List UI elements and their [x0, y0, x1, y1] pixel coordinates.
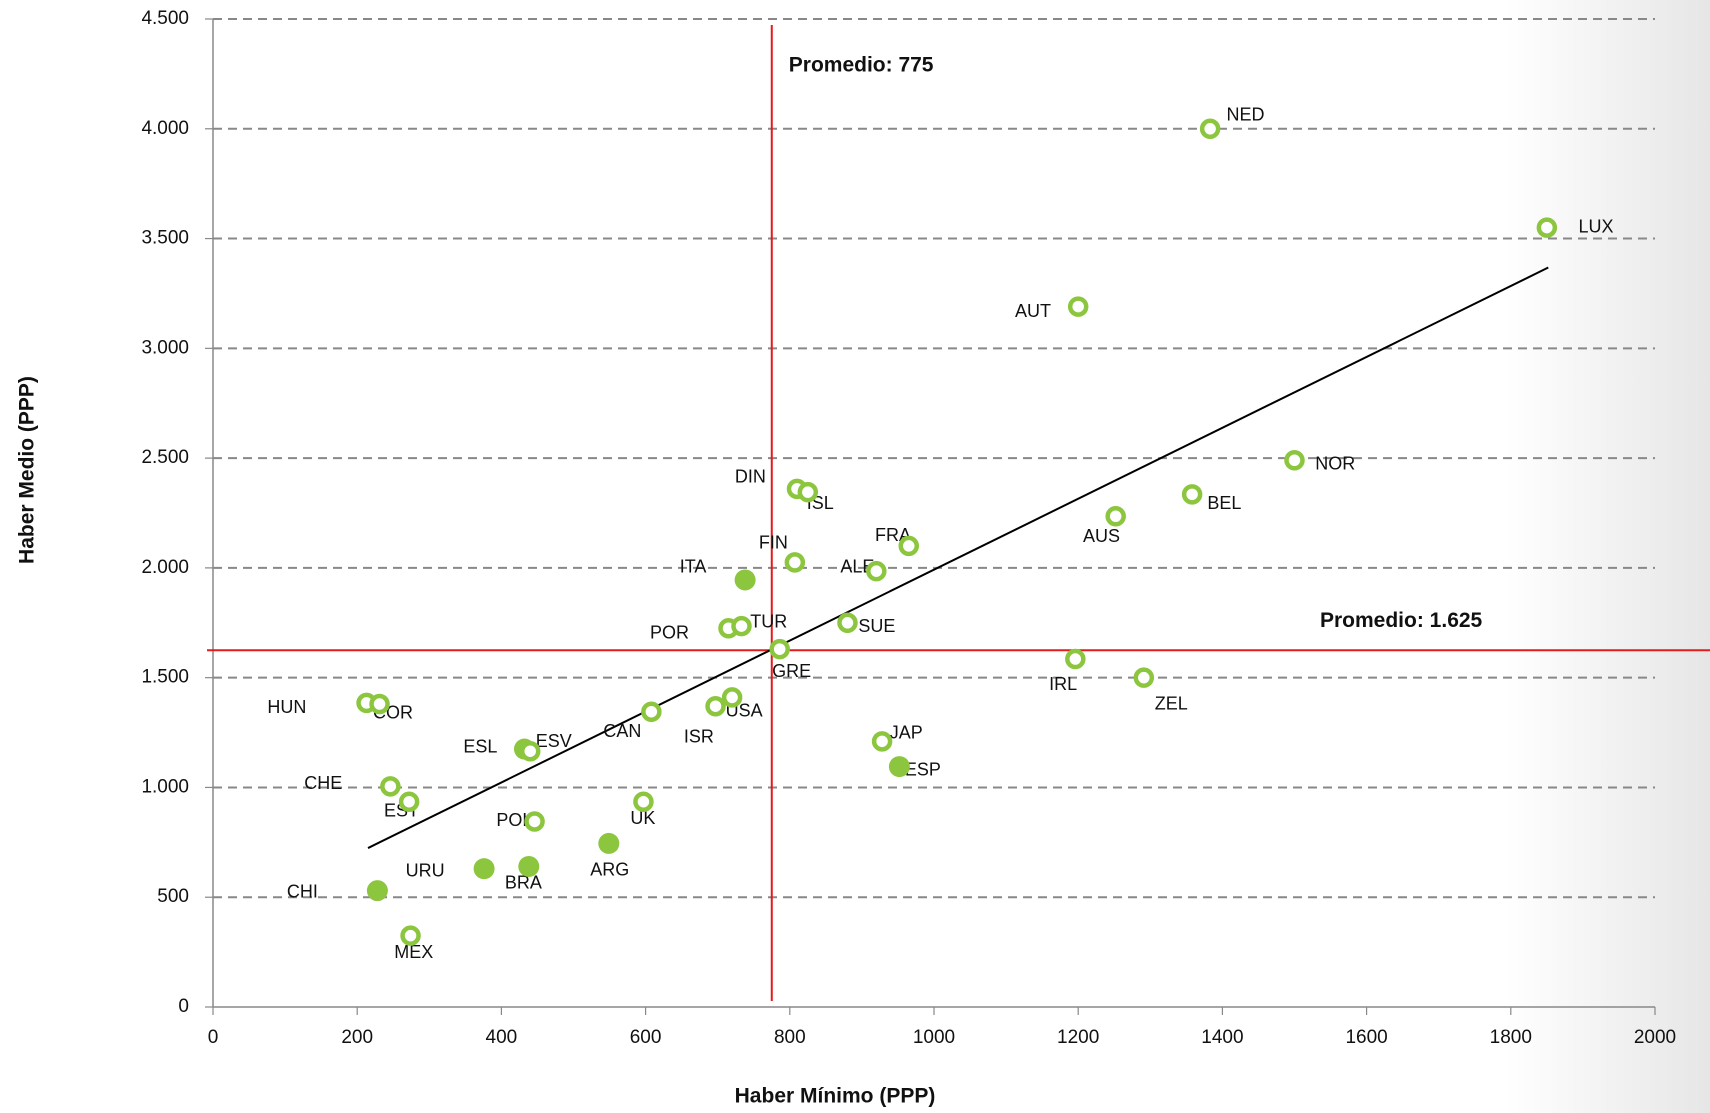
x-tick-label: 200	[341, 1027, 373, 1048]
point	[473, 858, 495, 880]
x-tick-label: 0	[208, 1027, 219, 1048]
point	[598, 832, 620, 854]
x-tick-label: 1200	[1057, 1027, 1099, 1048]
point-label: NOR	[1315, 453, 1355, 473]
point	[1536, 217, 1558, 238]
point-label: ESP	[905, 760, 941, 780]
point	[1065, 648, 1086, 670]
point-label: POR	[650, 622, 689, 642]
point-label: IRL	[1049, 674, 1077, 694]
point-label: ESL	[463, 737, 497, 757]
point-label: JAP	[890, 722, 923, 742]
x-tick-label: 800	[774, 1027, 806, 1048]
point	[705, 695, 726, 717]
point	[400, 925, 421, 946]
point-label: ESV	[536, 731, 572, 751]
y-tick-label: 2.500	[141, 447, 189, 468]
point	[366, 880, 388, 902]
point-label: ITA	[680, 557, 707, 577]
point-label: NED	[1226, 104, 1264, 124]
point	[784, 552, 806, 573]
point	[866, 560, 887, 582]
x-tick-label: 2000	[1634, 1027, 1676, 1048]
point-label: ARG	[590, 859, 629, 879]
point	[1067, 296, 1089, 317]
point	[871, 731, 893, 752]
point	[1105, 506, 1126, 527]
point-label: ZEL	[1155, 694, 1188, 714]
point	[524, 811, 545, 832]
point-label: FIN	[759, 533, 788, 553]
point-label: UK	[630, 808, 655, 828]
x-tick-label: 600	[630, 1027, 662, 1048]
point	[797, 481, 819, 503]
point-label: TUR	[750, 612, 787, 632]
point	[1284, 450, 1305, 471]
y-tick-label: 2.000	[141, 557, 189, 578]
point	[1199, 118, 1221, 140]
y-tick-label: 1.500	[141, 667, 189, 688]
trend-line	[367, 266, 1549, 849]
y-tick-label: 4.000	[141, 118, 189, 139]
point	[898, 535, 920, 557]
y-tick-label: 500	[157, 886, 189, 907]
point	[769, 638, 790, 660]
point-label: POL	[496, 810, 532, 830]
point-label: AUT	[1015, 301, 1051, 321]
point-label: HUN	[267, 697, 306, 717]
point-label: AUS	[1083, 526, 1120, 546]
point-label: CAN	[603, 721, 641, 741]
x-tick-label: 1800	[1490, 1027, 1532, 1048]
x-tick-label: 1000	[913, 1027, 955, 1048]
x-axis-title: Haber Mínimo (PPP)	[735, 1085, 936, 1108]
average-label: Promedio: 775	[789, 54, 934, 77]
point-label: SUE	[858, 616, 895, 636]
y-axis-title: Haber Medio (PPP)	[16, 376, 39, 564]
point-label: MEX	[394, 942, 433, 962]
point	[518, 855, 540, 877]
x-tick-label: 1600	[1345, 1027, 1387, 1048]
point	[721, 687, 743, 708]
point	[633, 791, 654, 812]
point	[369, 693, 390, 715]
point	[1133, 667, 1155, 688]
point	[519, 740, 541, 762]
y-tick-label: 3.000	[141, 337, 189, 358]
point-label: BRA	[505, 873, 542, 893]
point-label: CHI	[287, 882, 318, 902]
x-tick-label: 1400	[1201, 1027, 1243, 1048]
point	[380, 776, 401, 797]
point	[734, 569, 756, 591]
point	[888, 756, 910, 778]
average-label: Promedio: 1.625	[1320, 609, 1483, 632]
point-label: ALE	[840, 557, 874, 577]
point	[731, 615, 752, 637]
point-label: CHE	[304, 773, 342, 793]
point-label: GRE	[772, 661, 811, 681]
x-tick-label: 400	[486, 1027, 518, 1048]
point-label: BEL	[1207, 493, 1241, 513]
point-label: DIN	[735, 467, 766, 487]
point	[398, 791, 420, 812]
point-label: LUX	[1578, 216, 1613, 236]
point-label: ISR	[684, 727, 714, 747]
y-tick-label: 3.500	[141, 228, 189, 249]
point	[641, 701, 662, 722]
y-tick-label: 1.000	[141, 776, 189, 797]
y-tick-label: 4.500	[141, 8, 189, 29]
point	[1181, 484, 1203, 505]
point-label: URU	[406, 861, 445, 881]
y-tick-label: 0	[178, 996, 189, 1017]
point	[837, 612, 858, 634]
